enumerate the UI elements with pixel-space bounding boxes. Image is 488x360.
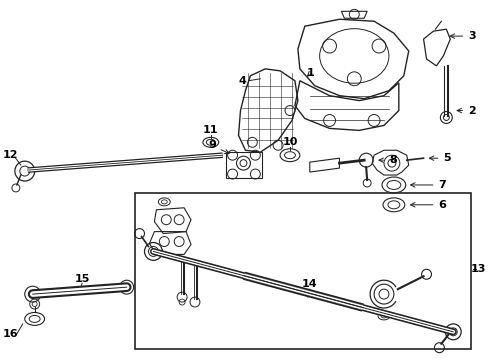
Text: 16: 16 [3, 329, 19, 339]
Text: 1: 1 [306, 68, 314, 78]
Text: 7: 7 [410, 180, 445, 190]
Text: 8: 8 [378, 155, 396, 165]
Text: 13: 13 [469, 264, 485, 274]
Text: 15: 15 [74, 274, 90, 284]
Text: 14: 14 [301, 279, 317, 289]
Text: 4: 4 [238, 76, 246, 86]
Text: 12: 12 [3, 150, 19, 160]
Text: 5: 5 [428, 153, 450, 163]
Text: 9: 9 [207, 140, 228, 154]
Text: 3: 3 [449, 31, 475, 41]
Text: 2: 2 [456, 105, 475, 116]
Text: 6: 6 [410, 200, 446, 210]
Bar [134, 193, 470, 349]
Text: 11: 11 [203, 125, 218, 135]
Text: 10: 10 [282, 137, 297, 147]
